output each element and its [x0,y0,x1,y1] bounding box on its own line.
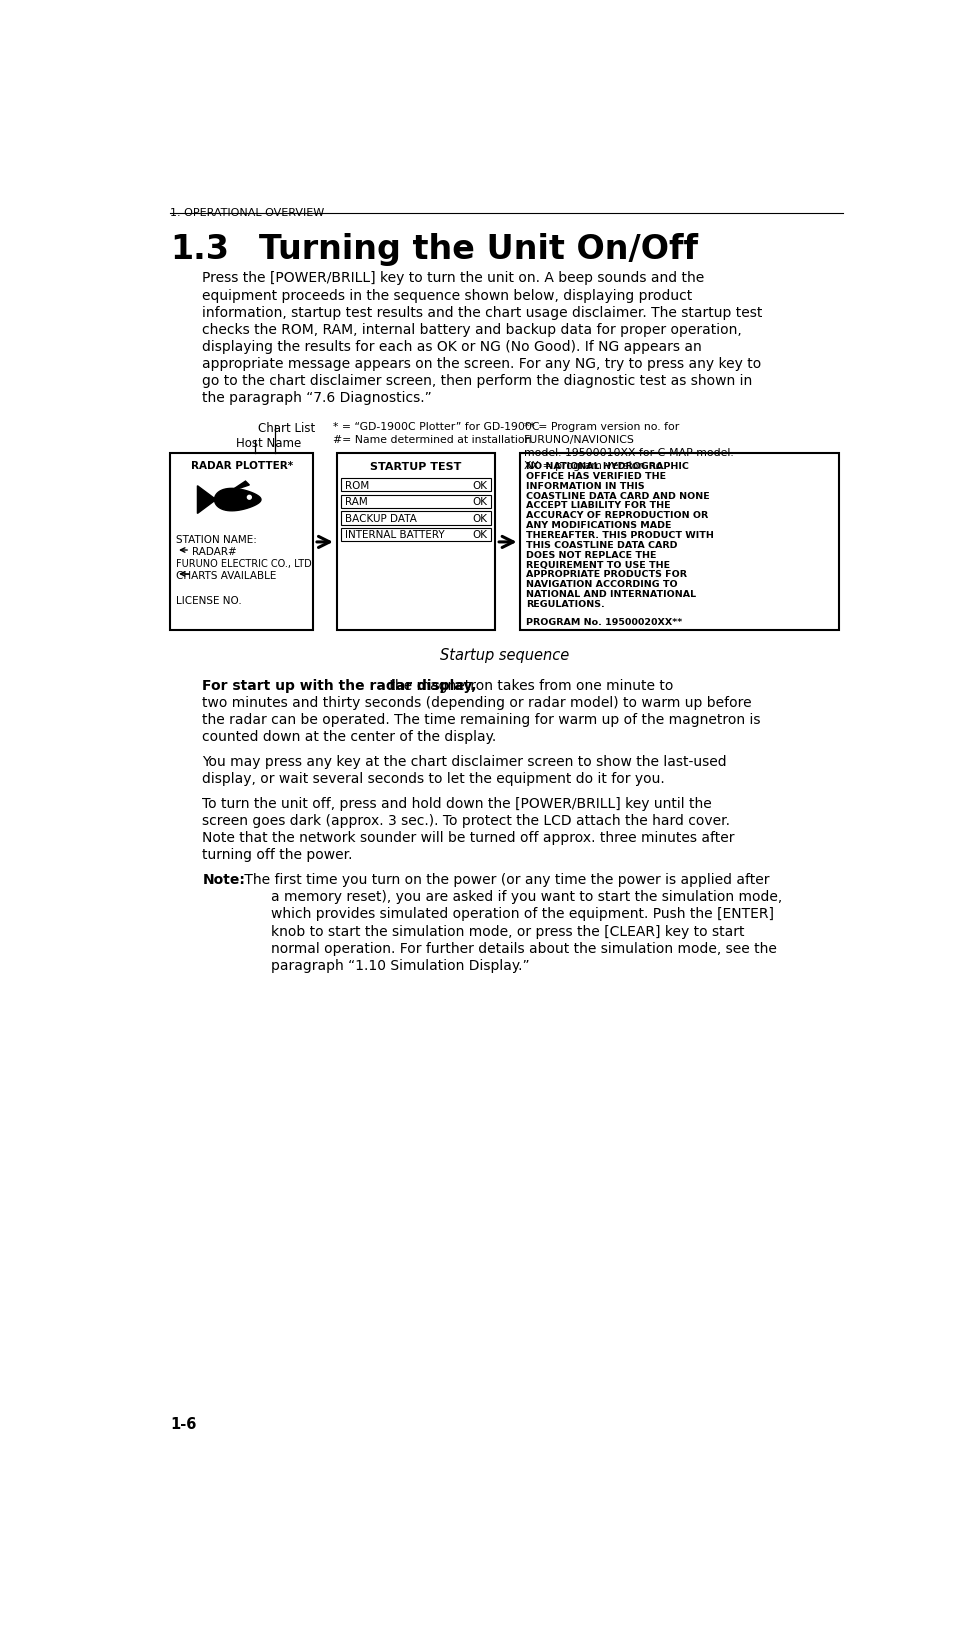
Text: information, startup test results and the chart usage disclaimer. The startup te: information, startup test results and th… [203,305,762,320]
Text: ACCURACY OF REPRODUCTION OR: ACCURACY OF REPRODUCTION OR [526,511,708,521]
Bar [521,454,838,632]
Text: #= Name determined at installation.: #= Name determined at installation. [332,434,534,446]
Circle shape [248,496,252,499]
Polygon shape [234,481,250,490]
Text: For start up with the radar display,: For start up with the radar display, [203,679,477,694]
Text: ACCEPT LIABILITY FOR THE: ACCEPT LIABILITY FOR THE [526,501,670,511]
Text: Note that the network sounder will be turned off approx. three minutes after: Note that the network sounder will be tu… [203,831,735,845]
Text: THIS COASTLINE DATA CARD: THIS COASTLINE DATA CARD [526,540,678,550]
Text: 1. OPERATIONAL OVERVIEW: 1. OPERATIONAL OVERVIEW [170,207,324,217]
Text: screen goes dark (approx. 3 sec.). To protect the LCD attach the hard cover.: screen goes dark (approx. 3 sec.). To pr… [203,814,730,827]
Text: the radar can be operated. The time remaining for warm up of the magnetron is: the radar can be operated. The time rema… [203,713,760,726]
Polygon shape [197,486,216,514]
Text: normal operation. For further details about the simulation mode, see the: normal operation. For further details ab… [271,942,776,955]
Text: display, or wait several seconds to let the equipment do it for you.: display, or wait several seconds to let … [203,772,665,787]
Text: APPROPRIATE PRODUCTS FOR: APPROPRIATE PRODUCTS FOR [526,570,686,579]
Text: the paragraph “7.6 Diagnostics.”: the paragraph “7.6 Diagnostics.” [203,390,432,405]
Text: STATION NAME:: STATION NAME: [176,535,257,545]
Text: INTERNAL BATTERY: INTERNAL BATTERY [345,530,445,540]
Text: Host Name: Host Name [237,436,301,449]
Text: FURUNO/NAVIONICS: FURUNO/NAVIONICS [525,434,635,446]
Text: ** = Program version no. for: ** = Program version no. for [525,421,680,432]
Text: OK: OK [472,514,487,524]
Text: Startup sequence: Startup sequence [440,648,569,663]
Text: * = “GD-1900C Plotter” for GD-1900C: * = “GD-1900C Plotter” for GD-1900C [332,421,539,432]
Text: Note:: Note: [203,873,246,886]
Text: model. 19500010XX for C-MAP model.: model. 19500010XX for C-MAP model. [525,447,734,459]
Bar [341,529,490,542]
Text: turning off the power.: turning off the power. [203,849,353,862]
Text: equipment proceeds in the sequence shown below, displaying product: equipment proceeds in the sequence shown… [203,289,692,302]
Text: Chart List: Chart List [257,421,315,434]
Polygon shape [214,490,261,511]
Text: 1-6: 1-6 [170,1417,196,1431]
Text: COASTLINE DATA CARD AND NONE: COASTLINE DATA CARD AND NONE [526,491,710,501]
Text: THEREAFTER. THIS PRODUCT WITH: THEREAFTER. THIS PRODUCT WITH [526,530,714,540]
Text: NATIONAL AND INTERNATIONAL: NATIONAL AND INTERNATIONAL [526,589,696,599]
Text: RAM: RAM [345,496,368,508]
Text: RADAR PLOTTER*: RADAR PLOTTER* [190,460,292,472]
Bar [341,478,490,493]
Text: The first time you turn on the power (or any time the power is applied after: The first time you turn on the power (or… [240,873,769,886]
Text: appropriate message appears on the screen. For any NG, try to press any key to: appropriate message appears on the scree… [203,357,761,370]
Text: OK: OK [472,496,487,508]
Text: Press the [POWER/BRILL] key to turn the unit on. A beep sounds and the: Press the [POWER/BRILL] key to turn the … [203,271,705,286]
Bar [170,454,313,632]
Text: counted down at the center of the display.: counted down at the center of the displa… [203,730,496,744]
Text: PROGRAM No. 19500020XX**: PROGRAM No. 19500020XX** [526,617,682,627]
Text: a memory reset), you are asked if you want to start the simulation mode,: a memory reset), you are asked if you wa… [271,889,782,904]
Text: OK: OK [472,530,487,540]
Text: DOES NOT REPLACE THE: DOES NOT REPLACE THE [526,550,656,560]
Bar [341,494,490,509]
Text: FURUNO ELECTRIC CO., LTD.: FURUNO ELECTRIC CO., LTD. [176,558,315,568]
Text: INFORMATION IN THIS: INFORMATION IN THIS [526,481,644,491]
Text: 1.3: 1.3 [170,233,229,266]
Text: displaying the results for each as OK or NG (No Good). If NG appears an: displaying the results for each as OK or… [203,339,702,354]
Text: Turning the Unit On/Off: Turning the Unit On/Off [259,233,698,266]
Text: paragraph “1.10 Simulation Display.”: paragraph “1.10 Simulation Display.” [271,958,529,973]
Text: You may press any key at the chart disclaimer screen to show the last-used: You may press any key at the chart discl… [203,756,727,769]
Text: NO NATIONAL HYDROGRAPHIC: NO NATIONAL HYDROGRAPHIC [526,462,688,470]
Text: go to the chart disclaimer screen, then perform the diagnostic test as shown in: go to the chart disclaimer screen, then … [203,374,753,388]
Text: LICENSE NO.: LICENSE NO. [176,596,242,605]
Text: ROM: ROM [345,480,370,490]
Text: BACKUP DATA: BACKUP DATA [345,514,417,524]
Text: knob to start the simulation mode, or press the [CLEAR] key to start: knob to start the simulation mode, or pr… [271,924,744,938]
Text: STARTUP TEST: STARTUP TEST [370,462,462,472]
Text: NAVIGATION ACCORDING TO: NAVIGATION ACCORDING TO [526,579,678,589]
Text: checks the ROM, RAM, internal battery and backup data for proper operation,: checks the ROM, RAM, internal battery an… [203,323,742,336]
Text: XX = program version no.: XX = program version no. [525,460,666,472]
Text: CHARTS AVAILABLE: CHARTS AVAILABLE [176,571,277,581]
Text: two minutes and thirty seconds (depending or radar model) to warm up before: two minutes and thirty seconds (dependin… [203,695,752,710]
Text: To turn the unit off, press and hold down the [POWER/BRILL] key until the: To turn the unit off, press and hold dow… [203,796,712,811]
Text: REGULATIONS.: REGULATIONS. [526,599,604,609]
Bar [341,512,490,526]
Text: ANY MODIFICATIONS MADE: ANY MODIFICATIONS MADE [526,521,671,530]
Text: which provides simulated operation of the equipment. Push the [ENTER]: which provides simulated operation of th… [271,907,774,920]
Text: OK: OK [472,480,487,490]
Text: OFFICE HAS VERIFIED THE: OFFICE HAS VERIFIED THE [526,472,666,481]
Text: the magnetron takes from one minute to: the magnetron takes from one minute to [384,679,673,694]
Text: REQUIREMENT TO USE THE: REQUIREMENT TO USE THE [526,560,670,570]
Text: RADAR#: RADAR# [192,547,236,557]
Bar [336,454,495,632]
